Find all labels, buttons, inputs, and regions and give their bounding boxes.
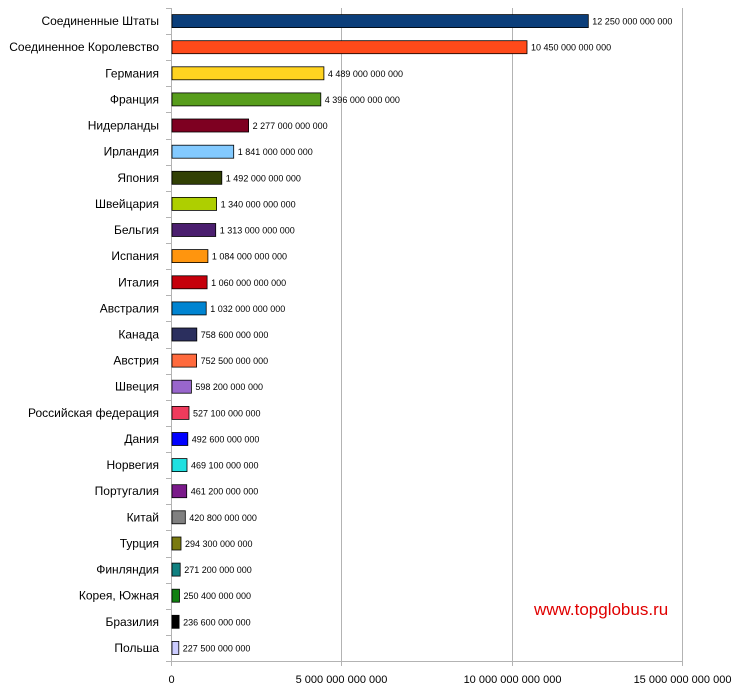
bar [171,223,217,237]
category-label: Канада [118,328,159,342]
data-label: 420 800 000 000 [189,513,257,523]
category-label: Германия [105,66,159,80]
data-label: 469 100 000 000 [191,461,259,471]
data-label: 294 300 000 000 [185,539,253,549]
data-label: 12 250 000 000 000 [592,17,672,27]
data-label: 1 841 000 000 000 [238,147,313,157]
category-label: Польша [114,641,159,655]
bar [171,327,198,342]
category-label: Бельгия [114,223,159,237]
category-label: Испания [111,249,159,263]
data-label: 10 450 000 000 000 [531,43,611,53]
data-label: 2 277 000 000 000 [253,121,328,131]
category-label: Корея, Южная [79,589,159,603]
bar [171,510,186,525]
bar [171,562,181,577]
data-label: 527 100 000 000 [193,408,261,418]
watermark-text[interactable]: www.topglobus.ru [534,600,669,619]
category-label: Соединенное Королевство [9,40,159,54]
bar [171,536,182,551]
category-label: Швейцария [95,197,159,211]
x-tick-label: 15 000 000 000 000 [634,674,732,686]
category-label: Португалия [95,484,159,498]
data-label: 4 489 000 000 000 [328,69,403,79]
data-label: 236 600 000 000 [183,617,251,627]
data-label: 461 200 000 000 [191,487,259,497]
data-label: 1 340 000 000 000 [221,199,296,209]
category-label: Бразилия [106,615,160,629]
bar [171,92,322,107]
category-label: Нидерланды [88,119,159,133]
bar [171,458,188,473]
bar [171,14,589,29]
bar [171,144,235,159]
bar [171,641,180,655]
data-label: 758 600 000 000 [201,330,269,340]
bar [171,484,188,499]
bar [171,405,190,420]
bar [171,301,207,316]
bar [171,66,325,81]
bar [171,353,198,368]
category-label: Норвегия [106,458,159,472]
category-label: Италия [118,275,159,289]
data-label: 271 200 000 000 [184,565,252,575]
data-label: 1 032 000 000 000 [210,304,285,314]
x-tick-label: 5 000 000 000 000 [296,674,388,686]
data-label: 1 060 000 000 000 [211,278,286,288]
category-label: Соединенные Штаты [41,14,159,28]
data-label: 492 600 000 000 [192,435,260,445]
bar [171,196,217,211]
bar [171,170,223,185]
bar [171,118,249,133]
category-label: Российская федерация [28,406,159,420]
data-label: 1 084 000 000 000 [212,252,287,262]
bar [171,614,180,629]
bar [171,249,209,264]
data-label: 227 500 000 000 [183,643,251,653]
data-label: 752 500 000 000 [201,356,269,366]
bar [171,588,180,603]
category-label: Австралия [100,301,159,315]
bar [171,275,208,290]
data-label: 1 492 000 000 000 [226,173,301,183]
x-tick-label: 0 [168,674,174,686]
bar [171,432,189,446]
category-label: Япония [117,171,159,185]
bar [171,40,528,55]
category-label: Турция [120,537,159,551]
data-label: 4 396 000 000 000 [325,95,400,105]
data-label: 598 200 000 000 [195,382,263,392]
category-label: Швеция [115,380,159,394]
category-label: Ирландия [104,145,159,159]
x-tick-label: 10 000 000 000 000 [464,674,562,686]
category-label: Китай [127,510,159,524]
category-label: Финляндия [96,563,159,577]
bar [171,379,192,394]
data-label: 1 313 000 000 000 [220,226,295,236]
data-label: 250 400 000 000 [184,591,252,601]
category-label: Франция [110,92,159,106]
category-label: Дания [124,432,159,446]
category-label: Австрия [113,354,159,368]
